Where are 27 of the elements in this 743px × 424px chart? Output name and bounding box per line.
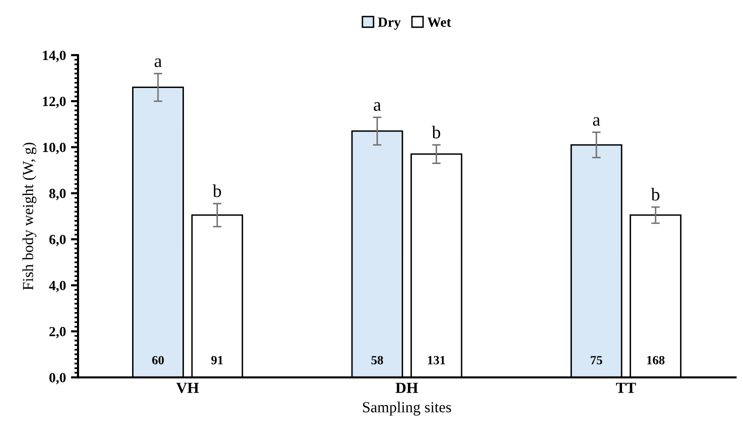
data-label: a <box>593 117 600 126</box>
x-tick-label: DH <box>396 382 418 393</box>
y-tick-label: 4,0 <box>49 280 66 292</box>
data-label: a <box>154 58 162 68</box>
x-axis-title: Sampling sites <box>363 402 452 416</box>
annotation: 58 <box>371 356 384 364</box>
y-tick-label: 10,0 <box>43 142 66 154</box>
y-tick-label: 0,0 <box>49 372 66 384</box>
y-axis-title: Fish body weight (W, g) <box>22 142 36 290</box>
legend-label: Wet <box>427 18 452 27</box>
y-tick-label: 14,0 <box>43 50 66 62</box>
annotation: 131 <box>428 356 446 364</box>
y-tick-label: 2,0 <box>49 326 66 338</box>
annotation: 60 <box>152 356 164 364</box>
y-tick-label: 6,0 <box>49 234 66 246</box>
data-label: b <box>651 188 660 201</box>
annotation: 75 <box>590 356 602 364</box>
data-label: a <box>374 102 381 111</box>
annotation: 91 <box>211 356 223 364</box>
x-tick-label: VH <box>176 382 199 394</box>
x-tick-label: TT <box>616 382 636 393</box>
legend-label: Dry <box>378 18 401 30</box>
y-tick-label: 8,0 <box>49 188 66 200</box>
data-label: b <box>432 126 440 138</box>
y-tick-label: 12,0 <box>43 96 66 108</box>
data-label: b <box>212 184 222 198</box>
annotation: 168 <box>647 356 665 364</box>
